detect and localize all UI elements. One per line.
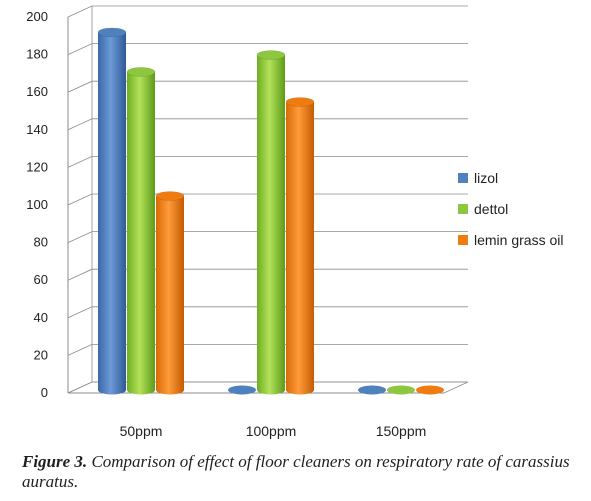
legend-label: lizol <box>474 170 498 186</box>
bar-body <box>156 196 184 395</box>
x-tick-label: 150ppm <box>376 423 427 439</box>
x-tick-label: 50ppm <box>120 423 163 439</box>
y-tick-label: 20 <box>34 347 48 362</box>
legend-swatch <box>458 204 468 214</box>
bar-top <box>256 50 286 60</box>
y-tick-label: 160 <box>26 84 48 99</box>
bar-body <box>286 102 314 395</box>
legend-label: dettol <box>474 201 508 217</box>
bar-top <box>97 27 127 38</box>
bar-dettol-50ppm <box>126 67 156 395</box>
bar-lizol-100ppm <box>228 385 256 395</box>
bar-body <box>257 55 285 395</box>
y-tick-label: 200 <box>26 9 48 24</box>
y-tick-label: 100 <box>26 197 48 212</box>
bar-top <box>126 67 156 77</box>
figure-caption: Figure 3. Comparison of effect of floor … <box>22 452 582 492</box>
legend-swatch <box>458 235 468 245</box>
bar-lemin-grass-oil-50ppm <box>155 191 185 395</box>
bar-top <box>155 191 185 201</box>
bar-lemin-grass-oil-150ppm <box>416 385 444 395</box>
legend: lizol dettol lemin grass oil <box>458 170 563 248</box>
y-tick-label: 80 <box>34 235 48 250</box>
bar-chart: 0 20 40 60 80 100 120 140 160 180 200 50ppm 100ppm 15… <box>26 5 563 439</box>
bar-lemin-grass-oil-100ppm <box>285 97 315 395</box>
y-tick-label: 0 <box>41 385 48 400</box>
y-tick-label: 40 <box>34 310 48 325</box>
y-tick-label: 120 <box>26 159 48 174</box>
caption-label: Figure 3. <box>22 452 88 471</box>
y-tick-label: 180 <box>26 47 48 62</box>
gridline <box>67 5 468 18</box>
y-tick-label: 140 <box>26 122 48 137</box>
bar-body <box>98 32 126 395</box>
bar-lizol-50ppm <box>97 27 127 395</box>
x-tick-label: 100ppm <box>246 423 297 439</box>
bar-lizol-150ppm <box>358 385 386 395</box>
caption-text: Comparison of effect of floor cleaners o… <box>22 452 570 491</box>
legend-label: lemin grass oil <box>474 232 563 248</box>
bar-dettol-150ppm <box>387 385 415 395</box>
y-tick-label: 60 <box>34 272 48 287</box>
bar-body <box>127 71 155 395</box>
tick-labels: 0 20 40 60 80 100 120 140 160 180 200 50ppm 100ppm 15… <box>26 9 426 439</box>
legend-swatch <box>458 173 468 183</box>
bar-dettol-100ppm <box>256 50 286 395</box>
bar-top <box>285 97 315 107</box>
bars <box>97 27 444 395</box>
